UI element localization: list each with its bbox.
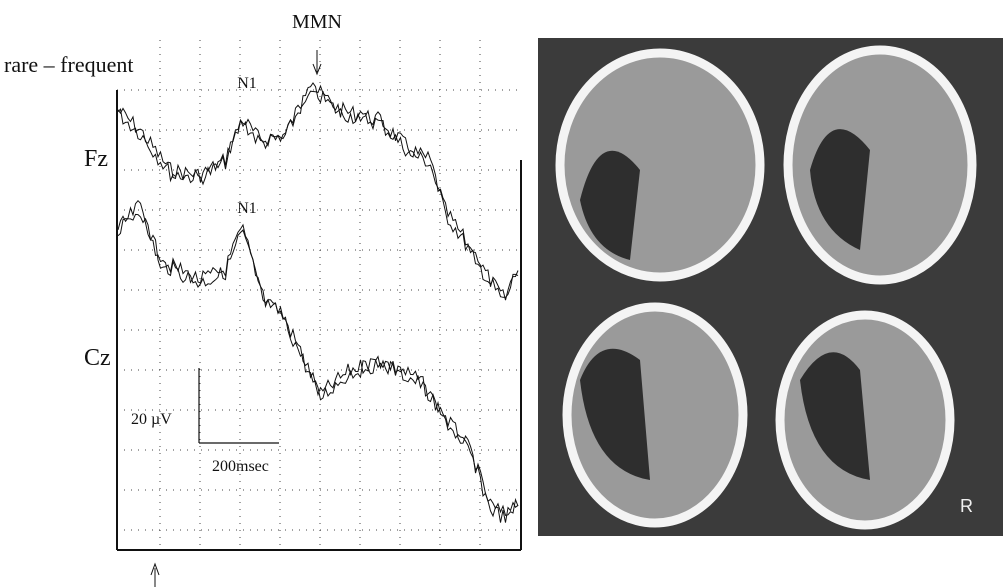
amplitude-scale: 20 µV <box>131 411 172 428</box>
erp-trace <box>118 83 518 297</box>
figure: MMN rare – frequent N1 N1 Fz Cz 20 µV 20… <box>0 0 1008 587</box>
peak-label: N1 <box>237 75 257 92</box>
condition: rare – frequent <box>4 52 133 77</box>
peak-label: N1 <box>237 200 257 217</box>
ct-slice <box>780 315 950 525</box>
title: MMN <box>292 11 342 33</box>
time-scale: 200msec <box>212 458 269 475</box>
channel-label: Fz <box>84 146 108 172</box>
erp-trace <box>118 86 518 300</box>
erp-trace <box>118 214 518 522</box>
ct-slice <box>560 53 760 277</box>
erp-trace <box>118 201 518 516</box>
channel-label: Cz <box>84 345 111 371</box>
ct-label: R <box>960 496 973 516</box>
grid <box>117 40 521 550</box>
waveforms <box>118 83 518 523</box>
